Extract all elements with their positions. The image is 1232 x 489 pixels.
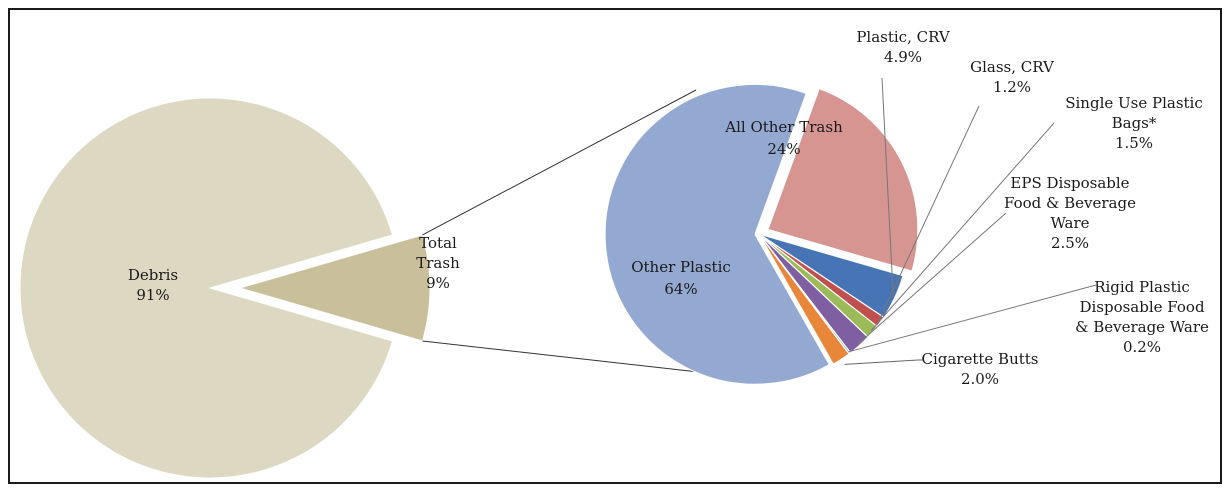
- slice-glass-crv-leader-line: [878, 105, 980, 321]
- slice-cigarette-butts: [758, 233, 850, 366]
- connector-line-top: [422, 89, 697, 236]
- slice-other-plastic: [604, 83, 831, 385]
- slice-debris-label: Debris 91%: [128, 266, 178, 304]
- connector-line-bottom: [422, 340, 717, 375]
- pie-of-pie-chart: Debris 91% Total Trash 9% All Other Trash 24% O…: [19, 28, 1209, 479]
- slice-cigarette-butts-label: Cigarette Butts 2.0%: [921, 350, 1038, 388]
- slice-total-trash-label: Total Trash 9%: [416, 234, 460, 292]
- slice-debris: [19, 97, 394, 479]
- chart-frame: Debris 91% Total Trash 9% All Other Trash 24% O…: [8, 8, 1222, 484]
- slice-all-other-trash: [767, 87, 919, 272]
- slice-plastic-crv-leader-line: [881, 77, 894, 297]
- slice-single-use-plastic-bags-label: Single Use Plastic Bags* 1.5%: [1065, 94, 1203, 152]
- slice-eps-disposable-food-beverage-ware-leader-line: [857, 212, 1007, 345]
- slice-other-plastic-label: Other Plastic 64%: [631, 258, 731, 298]
- slice-total-trash: [238, 234, 431, 342]
- slice-glass-crv-label: Glass, CRV 1.2%: [970, 58, 1055, 96]
- slice-cigarette-butts-leader-line: [844, 359, 924, 365]
- slice-rigid-plastic-disposable-food-beverage-ware-leader-line: [848, 284, 1097, 353]
- slice-eps-disposable-food-beverage-ware-label: EPS Disposable Food & Beverage Ware 2.5%: [1004, 174, 1136, 252]
- slice-rigid-plastic-disposable-food-beverage-ware-label: Rigid Plastic Disposable Food & Beverage W…: [1075, 278, 1209, 356]
- slice-plastic-crv-label: Plastic, CRV 4.9%: [856, 28, 951, 66]
- slice-single-use-plastic-bags-leader-line: [870, 122, 1055, 331]
- slice-all-other-trash-label: All Other Trash 24%: [724, 118, 843, 158]
